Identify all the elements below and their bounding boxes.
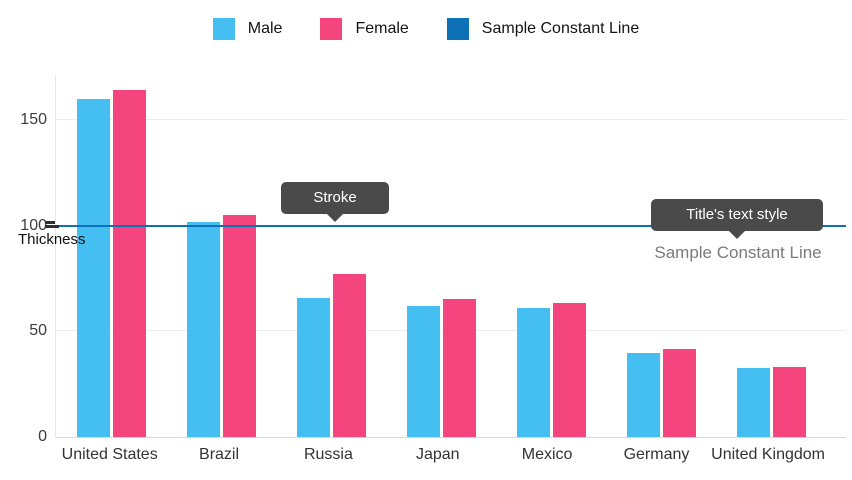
bar-group-germany: [606, 75, 716, 437]
constant-line[interactable]: [56, 224, 846, 227]
y-tick-label-150: 150: [20, 111, 47, 129]
bar-group-united-states: [56, 75, 166, 437]
legend-item-male[interactable]: Male: [212, 18, 283, 40]
bar-female-germany[interactable]: [662, 348, 696, 437]
plot-area: [55, 75, 846, 438]
bar-group-brazil: [166, 75, 276, 437]
bar-male-brazil[interactable]: [186, 221, 220, 437]
handle-dash-icon: [45, 221, 55, 224]
legend-item-sample-constant-line[interactable]: Sample Constant Line: [446, 18, 640, 40]
bar-female-united-states[interactable]: [112, 89, 146, 437]
constant-line-title: Sample Constant Line: [654, 243, 822, 262]
bars-row: [56, 75, 846, 437]
gridline-150: [56, 119, 846, 121]
bar-pair: [626, 75, 696, 437]
bar-group-united-kingdom: [716, 75, 826, 437]
bar-female-mexico[interactable]: [552, 302, 586, 437]
x-label-united-states: United States: [61, 446, 158, 463]
legend-label: Female: [355, 20, 409, 37]
bar-female-united-kingdom[interactable]: [772, 367, 806, 437]
bar-pair: [186, 75, 256, 437]
x-label-japan: Japan: [415, 446, 460, 463]
bar-female-brazil[interactable]: [222, 215, 256, 437]
legend-swatch-icon: [320, 18, 343, 40]
bar-group-mexico: [496, 75, 606, 437]
bar-female-russia[interactable]: [332, 274, 366, 437]
y-tick-label-100: 100: [20, 216, 47, 234]
thickness-label: Thickness: [18, 231, 86, 248]
bar-group-japan: [386, 75, 496, 437]
x-axis: United States Brazil Russia Japan Mexico Germ…: [55, 446, 845, 464]
x-label-germany: Germany: [623, 446, 690, 463]
bar-pair: [76, 75, 146, 437]
legend: Male Female Sample Constant Line: [0, 18, 852, 40]
legend-item-female[interactable]: Female: [320, 18, 409, 40]
bar-male-russia[interactable]: [296, 297, 330, 437]
bar-pair: [296, 75, 366, 437]
handle-dash-icon: [45, 225, 59, 228]
bar-male-germany[interactable]: [626, 352, 660, 437]
legend-label: Sample Constant Line: [481, 20, 640, 37]
x-label-russia: Russia: [303, 446, 353, 463]
x-label-mexico: Mexico: [521, 446, 573, 463]
stroke-tooltip: Stroke: [281, 182, 389, 214]
x-label-brazil: Brazil: [199, 446, 240, 463]
bar-pair: [736, 75, 806, 437]
bar-male-mexico[interactable]: [516, 308, 550, 437]
bar-male-japan[interactable]: [406, 306, 440, 437]
legend-label: Male: [247, 20, 283, 37]
bar-male-united-states[interactable]: [76, 99, 110, 437]
y-axis: 0 50 100 150: [0, 75, 47, 445]
y-tick-label-0: 0: [38, 428, 47, 445]
bar-male-united-kingdom[interactable]: [736, 368, 770, 437]
legend-swatch-icon: [446, 18, 469, 40]
bar-pair: [406, 75, 476, 437]
bar-pair: [516, 75, 586, 437]
bar-female-japan[interactable]: [442, 298, 476, 437]
x-label-united-kingdom: United Kingdom: [711, 446, 825, 463]
bar-group-russia: [276, 75, 386, 437]
y-tick-label-50: 50: [29, 322, 47, 340]
legend-swatch-icon: [212, 18, 235, 40]
constant-line-thickness-handle[interactable]: [45, 221, 60, 229]
title-text-style-tooltip: Title's text style: [651, 199, 823, 231]
